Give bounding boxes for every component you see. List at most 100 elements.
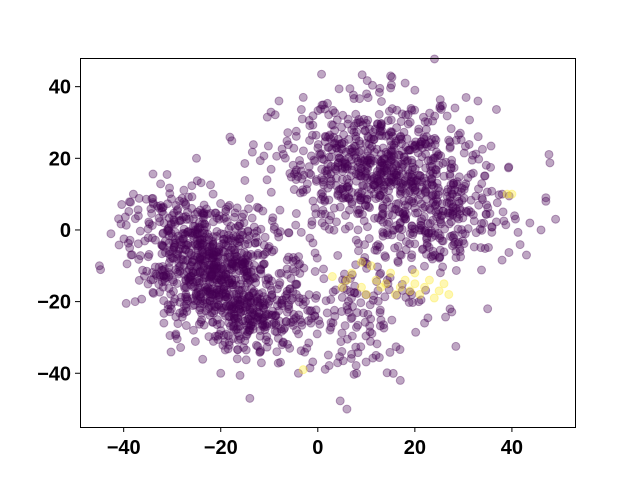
scatter-point-series-1: [238, 316, 248, 326]
scatter-point-series-1: [255, 326, 265, 335]
scatter-point-series-1: [447, 159, 457, 169]
scatter-point-series-1: [219, 285, 229, 295]
scatter-point-series-1: [421, 124, 431, 134]
scatter-point-series-1: [155, 287, 165, 297]
scatter-point-series-1: [226, 305, 236, 314]
scatter-point-series-1: [427, 135, 437, 145]
scatter-point-series-1: [205, 287, 215, 297]
scatter-point-series-1: [255, 331, 265, 341]
scatter-point-series-1: [147, 220, 157, 230]
scatter-point-series-1: [386, 152, 396, 162]
scatter-point-series-1: [181, 255, 191, 265]
scatter-point-series-1: [212, 291, 221, 301]
scatter-point-series-1: [208, 236, 218, 246]
scatter-point-series-1: [262, 311, 272, 321]
scatter-point-series-2: [420, 282, 430, 292]
scatter-point-series-1: [396, 131, 406, 141]
scatter-point-series-1: [261, 309, 271, 319]
scatter-point-series-1: [348, 90, 358, 100]
scatter-point-series-1: [421, 163, 431, 173]
scatter-point-series-1: [94, 261, 104, 271]
scatter-point-series-1: [310, 156, 320, 166]
scatter-point-series-1: [375, 163, 385, 173]
scatter-point-series-1: [239, 299, 249, 309]
scatter-point-series-1: [263, 274, 273, 284]
scatter-point-series-1: [248, 140, 258, 150]
scatter-point-series-1: [186, 260, 196, 270]
scatter-point-series-1: [258, 316, 268, 326]
scatter-point-series-1: [536, 225, 546, 235]
scatter-point-series-1: [165, 249, 175, 259]
scatter-point-series-1: [307, 216, 317, 226]
scatter-point-series-1: [231, 232, 241, 242]
scatter-point-series-1: [498, 207, 508, 217]
scatter-point-series-1: [227, 136, 237, 146]
scatter-point-series-1: [218, 303, 228, 313]
scatter-point-series-1: [336, 154, 346, 164]
scatter-point-series-1: [243, 314, 253, 324]
scatter-point-series-1: [252, 202, 262, 212]
scatter-point-series-1: [161, 273, 171, 283]
scatter-point-series-1: [208, 217, 218, 227]
scatter-point-series-1: [317, 154, 327, 164]
scatter-point-series-1: [259, 249, 269, 259]
scatter-point-series-1: [194, 319, 204, 329]
scatter-point-series-1: [159, 218, 169, 228]
scatter-point-series-1: [427, 161, 437, 171]
scatter-point-series-1: [198, 248, 208, 258]
scatter-point-series-1: [333, 158, 343, 168]
scatter-point-series-1: [173, 231, 183, 241]
scatter-point-series-1: [217, 239, 227, 249]
scatter-point-series-1: [246, 320, 256, 330]
scatter-point-series-1: [362, 182, 372, 192]
scatter-point-series-1: [214, 211, 224, 221]
scatter-point-series-1: [135, 251, 145, 261]
scatter-point-series-1: [347, 125, 357, 135]
scatter-point-series-1: [245, 276, 255, 286]
scatter-point-series-1: [491, 217, 501, 227]
scatter-point-series-1: [421, 149, 431, 159]
scatter-point-series-1: [196, 289, 206, 299]
scatter-point-series-1: [96, 265, 106, 275]
scatter-point-series-1: [194, 283, 204, 293]
scatter-point-series-1: [341, 210, 351, 220]
scatter-point-series-1: [125, 243, 135, 253]
scatter-point-series-1: [221, 206, 231, 216]
scatter-point-series-1: [159, 271, 169, 281]
scatter-point-series-1: [258, 303, 268, 313]
scatter-point-series-1: [387, 127, 397, 137]
scatter-point-series-1: [256, 269, 266, 279]
scatter-point-series-1: [471, 191, 481, 201]
scatter-point-series-1: [249, 260, 259, 270]
scatter-point-series-1: [372, 166, 382, 176]
scatter-point-series-1: [409, 176, 419, 186]
scatter-point-series-1: [155, 270, 165, 280]
scatter-point-series-1: [333, 189, 343, 199]
scatter-point-series-1: [225, 301, 235, 311]
scatter-point-series-1: [148, 199, 158, 209]
scatter-point-series-1: [196, 308, 206, 318]
scatter-point-series-1: [355, 94, 365, 104]
scatter-point-series-1: [277, 340, 287, 350]
scatter-point-series-1: [269, 245, 279, 255]
scatter-point-series-1: [338, 185, 348, 195]
scatter-point-series-1: [154, 279, 164, 289]
scatter-point-series-1: [377, 168, 387, 178]
scatter-point-series-1: [135, 226, 145, 236]
scatter-point-series-1: [208, 284, 218, 294]
scatter-point-series-1: [344, 178, 354, 188]
scatter-point-series-1: [158, 265, 168, 275]
scatter-point-series-1: [451, 341, 461, 351]
scatter-point-series-1: [420, 117, 430, 127]
scatter-point-series-1: [187, 181, 197, 191]
scatter-point-series-1: [117, 200, 127, 210]
scatter-point-series-1: [233, 313, 243, 323]
scatter-point-series-1: [169, 277, 179, 287]
scatter-point-series-1: [198, 276, 207, 286]
scatter-point-series-1: [256, 358, 266, 368]
scatter-point-series-1: [237, 259, 247, 269]
scatter-point-series-1: [447, 231, 457, 241]
scatter-point-series-1: [169, 242, 179, 252]
scatter-point-series-1: [343, 161, 353, 171]
